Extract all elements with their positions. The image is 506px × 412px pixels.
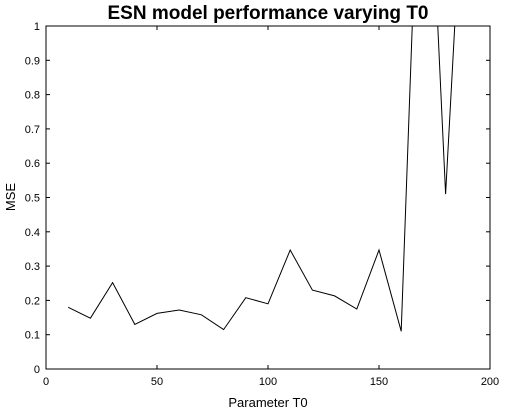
x-axis-ticks: 0 50 100 150 200 (43, 26, 499, 388)
series-line (67, 26, 456, 332)
y-tick-label: 0.4 (25, 227, 40, 239)
x-axis-label: Parameter T0 (228, 395, 307, 410)
x-tick-label: 100 (259, 376, 277, 388)
y-tick-label: 0.3 (25, 261, 40, 273)
x-tick-label: 200 (481, 376, 499, 388)
plot-area (67, 26, 456, 332)
y-tick-label: 0.5 (25, 193, 40, 205)
x-tick-label: 150 (370, 376, 388, 388)
x-tick-label: 0 (43, 376, 49, 388)
y-axis-ticks: 0 0.1 0.2 0.3 0.4 0.5 0.6 0.7 0.8 0.9 1 (25, 21, 490, 376)
y-tick-label: 0.9 (25, 55, 40, 67)
y-tick-label: 1 (34, 21, 40, 33)
y-tick-label: 0.2 (25, 295, 40, 307)
plot-frame (45, 25, 491, 370)
x-tick-label: 50 (151, 376, 163, 388)
y-tick-label: 0.6 (25, 158, 40, 170)
y-tick-label: 0.7 (25, 124, 40, 136)
y-tick-label: 0 (34, 364, 40, 376)
chart-title: ESN model performance varying T0 (108, 3, 429, 24)
y-tick-label: 0.8 (25, 90, 40, 102)
y-tick-label: 0.1 (25, 330, 40, 342)
y-axis-label: MSE (3, 183, 18, 212)
